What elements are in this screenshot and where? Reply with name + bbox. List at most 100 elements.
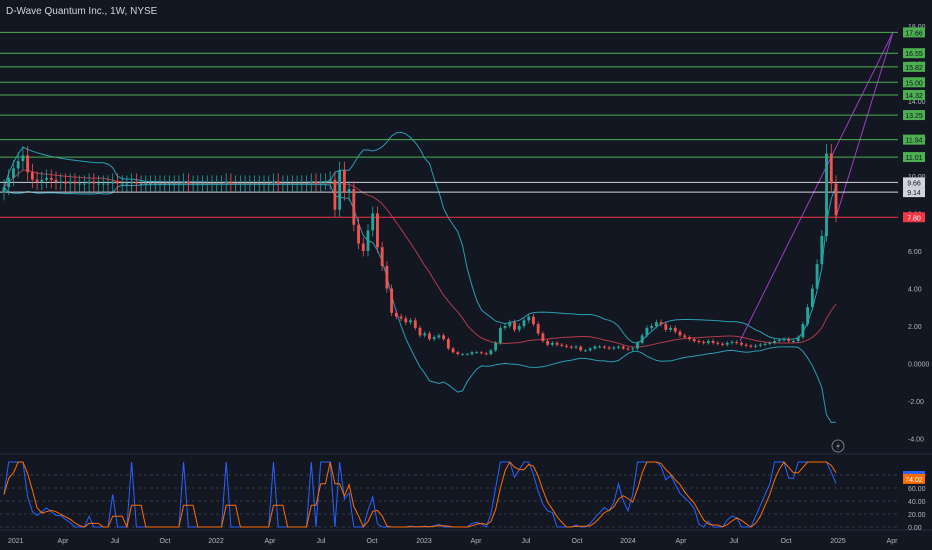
candle [139, 183, 143, 185]
candle [409, 320, 412, 323]
candle [380, 247, 384, 266]
candle [177, 183, 181, 185]
candle [829, 153, 833, 184]
candle [494, 342, 498, 351]
candle [111, 181, 115, 184]
candle [276, 181, 280, 184]
candle [418, 327, 422, 336]
candle [106, 183, 110, 185]
level-label: 11.01 [906, 155, 923, 162]
level-label-bg [903, 77, 925, 88]
candle [546, 341, 550, 345]
stoch-d-line [3, 461, 837, 529]
candle [319, 181, 323, 184]
candle [404, 318, 408, 323]
stoch-y-tick: 60.00 [908, 486, 926, 493]
candle [631, 348, 635, 350]
candle [541, 333, 545, 341]
y-tick-label: 6.00 [908, 249, 922, 256]
candle [116, 181, 119, 184]
candle [281, 183, 285, 185]
candle [536, 324, 540, 334]
y-tick-label: -4.00 [908, 437, 924, 444]
level-label-bg [903, 187, 925, 198]
candle [87, 181, 91, 184]
stochastic-pane [0, 461, 898, 529]
candle [584, 350, 587, 352]
x-tick-label: Oct [572, 538, 583, 545]
candle [125, 183, 129, 185]
level-label-bg [903, 27, 925, 38]
candle [68, 181, 72, 184]
candle [182, 181, 186, 184]
candle [248, 183, 252, 185]
x-tick-label: Apr [676, 538, 688, 545]
candle [621, 346, 625, 349]
level-label: 13.25 [905, 113, 923, 120]
level-label-bg [903, 177, 925, 188]
candle [612, 347, 616, 349]
candle [229, 181, 233, 184]
x-tick-label: 2023 [416, 538, 432, 545]
y-tick-label: 4.00 [908, 287, 922, 294]
candle [574, 346, 578, 348]
candle [664, 324, 668, 330]
candle [134, 181, 138, 184]
candle [347, 189, 351, 193]
candle [758, 344, 762, 346]
candle [186, 181, 190, 184]
candle [796, 337, 800, 341]
candle [73, 181, 77, 184]
candle [163, 183, 167, 185]
candle [470, 352, 474, 355]
candle [328, 179, 332, 182]
level-label: 15.82 [905, 65, 923, 72]
x-tick-label: 2021 [8, 538, 24, 545]
horizontal-levels [0, 31, 898, 218]
stoch-y-tick: 20.00 [908, 512, 926, 519]
x-tick-label: Apr [265, 538, 277, 545]
candle [508, 322, 512, 326]
candle [503, 326, 507, 328]
candle [598, 346, 602, 348]
candle [442, 335, 446, 340]
candle [300, 183, 304, 185]
upper-band [3, 131, 837, 344]
candle [158, 183, 162, 185]
candle [191, 183, 195, 185]
candle [579, 346, 583, 351]
x-tick-label: Jul [111, 538, 120, 545]
candle [527, 316, 531, 321]
axes: 18.0016.0014.0012.0010.008.006.004.002.0… [8, 24, 930, 545]
x-tick-label: Apr [471, 538, 483, 545]
candle [286, 183, 290, 185]
candle [480, 352, 483, 354]
candle [253, 183, 256, 185]
x-tick-label: Jul [317, 538, 326, 545]
candle [21, 155, 25, 161]
level-label: 14.32 [905, 93, 923, 100]
candle [678, 331, 682, 336]
x-tick-label: Apr [58, 538, 70, 545]
candle [688, 337, 691, 340]
candle [820, 236, 824, 265]
candle [815, 264, 819, 289]
candle [692, 339, 696, 341]
lightning-icon[interactable] [831, 439, 845, 453]
candle [489, 350, 493, 355]
level-label: 16.55 [905, 51, 923, 58]
candle [517, 326, 521, 330]
candle [640, 335, 644, 343]
candle [305, 183, 308, 185]
candle [792, 341, 795, 342]
level-label-bg [903, 110, 925, 121]
candle [243, 183, 247, 185]
candle [801, 324, 805, 338]
candle [49, 177, 53, 180]
candle [484, 353, 488, 355]
candle [376, 213, 379, 248]
candle [361, 243, 365, 251]
level-label: 9.14 [907, 190, 921, 197]
candle [352, 189, 356, 225]
